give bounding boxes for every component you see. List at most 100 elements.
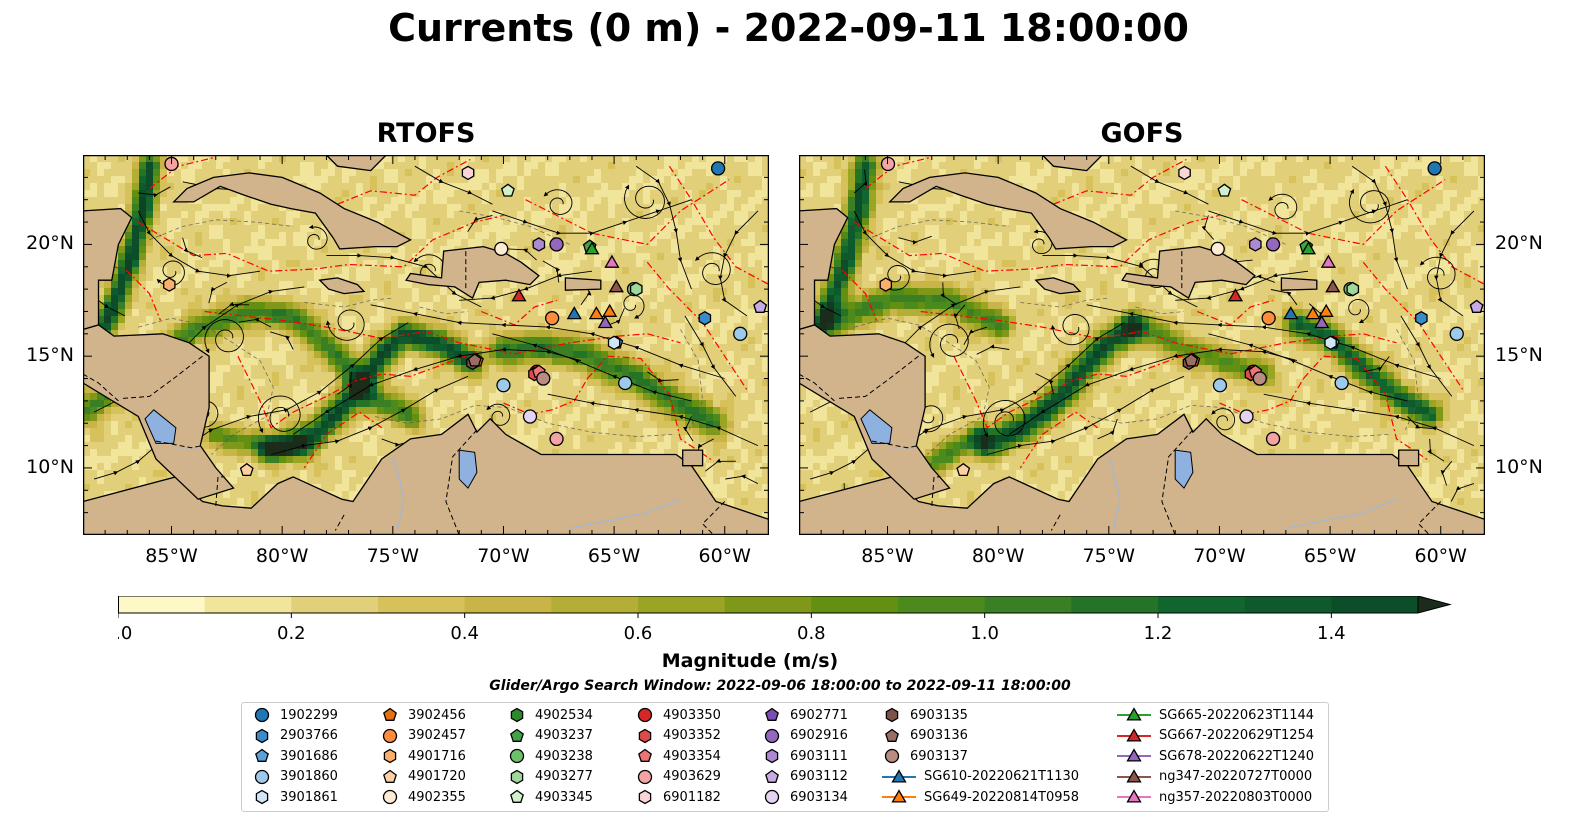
platform-marker-1902299 — [710, 161, 726, 176]
circle-marker-icon — [637, 707, 653, 723]
legend-label: 6902771 — [790, 707, 848, 723]
legend-entry: 4902355 — [380, 787, 466, 807]
legend-swatch — [891, 768, 907, 783]
legend-swatch — [764, 789, 780, 805]
platform-marker-SG610-20220621T1130 — [1283, 306, 1299, 320]
triangle-marker-icon — [882, 789, 916, 803]
legend-entry: 4903629 — [635, 767, 721, 787]
legend-entry: 6903136 — [882, 726, 968, 746]
lat-tick-label-right: 15°N — [1495, 344, 1543, 367]
pentagon-marker-icon — [885, 728, 899, 742]
legend-swatch — [382, 789, 398, 805]
legend-label: 1902299 — [280, 707, 338, 723]
hexagon-marker-icon — [510, 707, 524, 723]
panel-title-gofs: GOFS — [1100, 118, 1184, 149]
land-masses — [799, 155, 1485, 535]
platform-marker-4903277 — [1346, 281, 1360, 297]
lat-tick-label-right: 10°N — [1495, 455, 1543, 478]
figure-title: Currents (0 m) - 2022-09-11 18:00:00 — [388, 6, 1189, 50]
platform-marker-ng347-20220727T0000 — [608, 279, 624, 293]
legend-swatch — [885, 707, 899, 723]
circle-marker-icon — [509, 748, 525, 764]
legend-entry: 6903112 — [762, 767, 848, 787]
platform-marker-6903111 — [1249, 237, 1262, 252]
legend-swatch — [1126, 768, 1142, 783]
map-canvas — [82, 154, 770, 536]
lon-tick-label: 60°W — [698, 545, 751, 567]
legend-entry: 4903237 — [507, 726, 593, 746]
platform-marker-4901716 — [879, 277, 893, 292]
platform-marker-6903137 — [1252, 371, 1267, 386]
legend-label: SG667-20220629T1254 — [1159, 728, 1315, 743]
hexagon-marker-icon — [255, 728, 269, 743]
legend-swatch — [509, 748, 525, 764]
hexagon-marker-icon — [510, 769, 524, 784]
circle-marker-icon — [382, 728, 398, 743]
platform-marker-3901861 — [1324, 335, 1337, 351]
pentagon-marker-icon — [510, 728, 524, 742]
pentagon-marker-icon — [638, 748, 652, 762]
legend-entry: 4903345 — [507, 787, 593, 807]
legend-swatch — [510, 789, 524, 803]
triangle-marker-icon — [1117, 768, 1151, 783]
legend-swatch — [884, 748, 900, 764]
legend-swatch — [382, 728, 398, 743]
legend-entry: 6902916 — [762, 726, 848, 746]
legend-label: 3901686 — [280, 748, 338, 764]
colorbar-tick-label: 1.4 — [1317, 623, 1346, 644]
circle-marker-icon — [254, 769, 270, 784]
pentagon-marker-icon — [383, 707, 397, 721]
platform-marker-4903629 — [1265, 431, 1281, 447]
legend-swatch — [765, 769, 779, 783]
legend-swatch — [383, 769, 397, 783]
legend-entry: 4901720 — [380, 767, 466, 787]
legend-label: 2903766 — [280, 728, 338, 743]
legend-swatch — [1126, 727, 1142, 742]
hexagon-marker-icon — [638, 728, 652, 743]
platform-marker-4903345 — [1217, 183, 1232, 197]
legend-entry: 3901861 — [252, 787, 338, 807]
legend-entry: SG649-20220814T0958 — [882, 787, 1079, 807]
lat-tick-label-right: 20°N — [1495, 232, 1543, 255]
pentagon-marker-icon — [510, 789, 524, 803]
platform-marker-3901860 — [1212, 378, 1228, 393]
colorbar-tick-label: 0.2 — [277, 623, 306, 644]
legend-entry: 6903137 — [882, 746, 968, 766]
platform-marker-6903134 — [522, 409, 538, 424]
legend-entry: 6901182 — [635, 787, 721, 807]
country-borders — [799, 251, 1442, 535]
platform-marker-6903137 — [536, 371, 551, 386]
lon-tick-label: 75°W — [366, 545, 420, 567]
lon-tick-label: 85°W — [861, 545, 914, 567]
legend-label: 6903136 — [910, 728, 968, 743]
legend-swatch — [765, 707, 779, 721]
colorbar-tick-label: 1.0 — [970, 623, 999, 644]
colorbar-canvas: 0.0 0.2 0.4 0.6 0.8 1.0 1.2 1.4 — [104, 595, 1452, 644]
platform-marker-ng357-20220803T0000 — [1320, 254, 1337, 268]
triangle-marker-icon — [1117, 707, 1151, 721]
legend-swatch — [637, 707, 653, 723]
platform-marker-2903766 — [1415, 310, 1428, 326]
pentagon-marker-icon — [255, 748, 269, 762]
hexagon-marker-icon — [765, 748, 779, 764]
legend-label: 6903135 — [910, 707, 968, 723]
colorbar-tick-label: 1.2 — [1144, 623, 1173, 644]
triangle-marker-icon — [1117, 748, 1151, 762]
pentagon-marker-icon — [765, 769, 779, 783]
legend-swatch — [1126, 748, 1142, 762]
platform-marker-1902299 — [1427, 161, 1442, 176]
pentagon-marker-icon — [383, 769, 397, 783]
legend-swatch — [383, 707, 397, 721]
platform-marker-6902916 — [549, 237, 564, 252]
legend-label: SG610-20220621T1130 — [924, 769, 1080, 784]
hexagon-marker-icon — [383, 748, 397, 764]
land-masses — [83, 155, 769, 535]
legend-entry: ng347-20220727T0000 — [1117, 767, 1312, 787]
legend-label: 4903354 — [663, 748, 721, 764]
legend-label: 4903629 — [663, 769, 721, 784]
legend-label: 3901861 — [280, 789, 338, 805]
colorbar-tick-label: 0.8 — [797, 623, 826, 644]
legend-label: 6903111 — [790, 748, 848, 764]
legend-label: SG649-20220814T0958 — [924, 789, 1080, 805]
platform-marker-SG678-20220622T1240 — [597, 314, 613, 329]
